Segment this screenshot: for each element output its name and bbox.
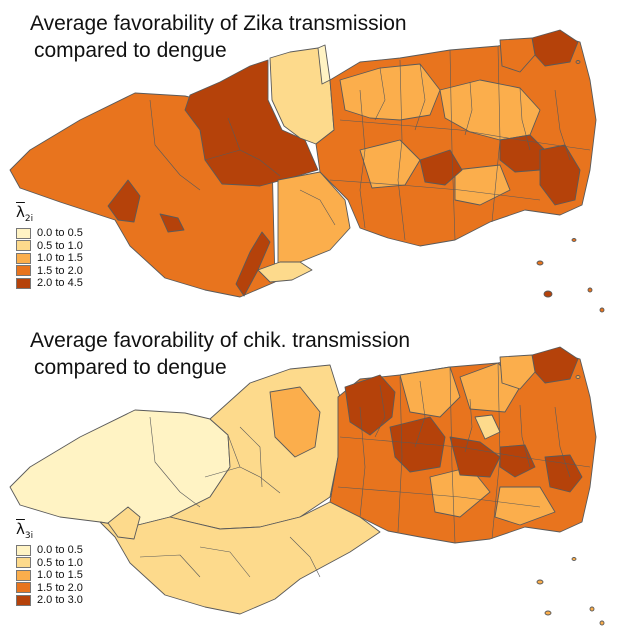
zika-legend-label: 0.0 to 0.5 (37, 227, 83, 240)
zika-region-sw-dark2 (159, 213, 185, 233)
chik-legend-subscript: 3i (24, 531, 34, 541)
zika-legend-label: 1.0 to 1.5 (37, 252, 83, 265)
chik-legend-label: 2.0 to 3.0 (37, 594, 83, 607)
chik-legend-item: 1.5 to 2.0 (16, 582, 83, 595)
chik-region-east-light (474, 414, 501, 440)
chik-legend-swatch (16, 582, 31, 594)
zika-legend-label: 1.5 to 2.0 (37, 264, 83, 277)
zika-legend-item: 2.0 to 4.5 (16, 277, 83, 290)
zika-region-ce-light (359, 139, 421, 189)
chik-region-east-medium4 (494, 486, 556, 526)
zika-region-south-light (257, 261, 313, 283)
chik-legend-swatch (16, 569, 31, 581)
chik-legend-item: 2.0 to 3.0 (16, 594, 83, 607)
chik-region-ne-medium (499, 354, 536, 390)
zika-title-line2: compared to dengue (34, 39, 227, 62)
zika-legend-item: 1.5 to 2.0 (16, 265, 83, 278)
zika-legend-item: 0.5 to 1.0 (16, 240, 83, 253)
zika-region-east (315, 35, 597, 247)
chik-legend-swatch (16, 594, 31, 606)
chik-region-east-medium1 (399, 366, 461, 418)
chik-legend-label: 1.0 to 1.5 (37, 569, 83, 582)
chik-legend-label: 1.5 to 2.0 (37, 581, 83, 594)
chik-region-south-west (99, 501, 381, 615)
chik-choropleth-map (9, 346, 605, 626)
zika-region-east-north (339, 63, 441, 121)
chik-title-line2: compared to dengue (34, 356, 227, 379)
zika-legend-swatch (16, 277, 31, 289)
chik-legend-symbol: λ (16, 520, 25, 538)
chik-legend-label: 0.5 to 1.0 (37, 556, 83, 569)
chik-map-panel: Average favorability of chik. transmissi… (0, 317, 634, 634)
zika-legend-swatch (16, 265, 31, 277)
zika-legend-label: 0.5 to 1.0 (37, 239, 83, 252)
chik-legend-label: 0.0 to 0.5 (37, 544, 83, 557)
zika-map-panel: Average favorability of Zika transmissio… (9, 10, 605, 313)
chik-legend-item: 0.5 to 1.0 (16, 557, 83, 570)
zika-legend-title: λ2i (16, 203, 83, 227)
chik-region-sw-medium (107, 506, 141, 540)
chik-legend-title: λ3i (16, 520, 83, 544)
zika-legend-item: 0.0 to 0.5 (16, 227, 83, 240)
zika-legend-label: 2.0 to 4.5 (37, 277, 83, 290)
chik-region-dark2 (389, 416, 446, 473)
chik-legend-swatch (16, 557, 31, 569)
chik-legend-item: 1.0 to 1.5 (16, 569, 83, 582)
zika-legend-subscript: 2i (24, 214, 34, 224)
zika-legend-swatch (16, 240, 31, 252)
chik-legend-item: 0.0 to 0.5 (16, 544, 83, 557)
zika-legend-item: 1.0 to 1.5 (16, 252, 83, 265)
zika-region-ne-orange (499, 37, 536, 73)
chik-region-center-medium (269, 386, 321, 458)
chik-legend: λ3i 0.0 to 0.5 0.5 to 1.0 1.0 to 1.5 1.5… (16, 520, 83, 607)
chik-map-title: Average favorability of chik. transmissi… (30, 327, 410, 381)
zika-choropleth-map (9, 29, 605, 313)
zika-region-ce-dark (419, 149, 463, 186)
zika-legend-symbol: λ (16, 203, 25, 221)
zika-title-line1: Average favorability of Zika transmissio… (30, 12, 407, 35)
zika-legend-swatch (16, 227, 31, 239)
chik-title-line1: Average favorability of chik. transmissi… (30, 329, 411, 352)
chik-region-dark1 (344, 374, 396, 436)
zika-region-sw-dark (107, 179, 141, 223)
zika-region-coast-dark (235, 231, 271, 297)
zika-map-title: Average favorability of Zika transmissio… (30, 10, 407, 64)
zika-region-dark-north (184, 59, 319, 187)
chik-legend-swatch (16, 544, 31, 556)
zika-legend: λ2i 0.0 to 0.5 0.5 to 1.0 1.0 to 1.5 1.5… (16, 203, 83, 290)
chik-region-dark3 (449, 436, 501, 478)
zika-region-se-light (454, 164, 511, 206)
zika-legend-swatch (16, 252, 31, 264)
